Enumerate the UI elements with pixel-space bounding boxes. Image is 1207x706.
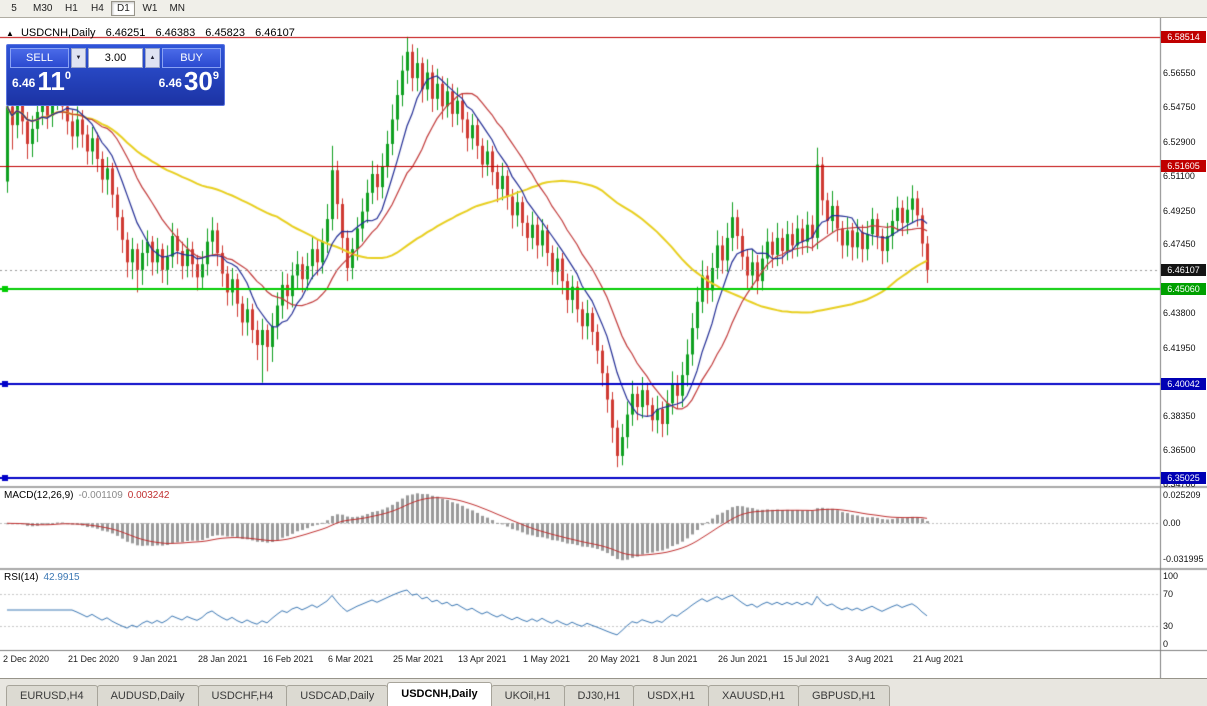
buy-price: 6.46 30 9: [158, 66, 219, 96]
sell-price: 6.46 11 0: [12, 66, 71, 96]
tab-audusd-daily[interactable]: AUDUSD,Daily: [96, 685, 199, 706]
timeframe-w1-button[interactable]: W1: [137, 1, 163, 16]
timeframe-m5-button[interactable]: 5: [2, 1, 26, 16]
timeframe-d1-button[interactable]: D1: [111, 1, 136, 16]
rsi-axis-label: 30: [1163, 621, 1174, 631]
date-axis-label: 8 Jun 2021: [653, 654, 698, 664]
tab-usdcad-daily[interactable]: USDCAD,Daily: [286, 685, 389, 706]
macd-main-value: -0.001109: [78, 490, 123, 501]
price-axis-label: 6.49250: [1163, 205, 1196, 216]
tab-dj30-h1[interactable]: DJ30,H1: [563, 685, 635, 706]
chart-title: ▲ USDCNH,Daily 6.46251 6.46383 6.45823 6…: [6, 27, 302, 39]
price-axis-label: 6.54750: [1163, 102, 1196, 113]
sell-price-point: 0: [64, 70, 71, 82]
date-axis-label: 16 Feb 2021: [263, 654, 314, 664]
sell-price-base: 6.46: [12, 76, 36, 90]
price-axis-label: 6.47450: [1163, 239, 1196, 250]
date-axis-label: 21 Aug 2021: [913, 654, 964, 664]
macd-axis-label: 0.025209: [1163, 490, 1201, 501]
ohlc-low-value: 6.45823: [205, 27, 246, 39]
rsi-name: RSI(14): [4, 572, 39, 583]
date-axis-label: 2 Dec 2020: [3, 654, 50, 664]
volume-decrease-button[interactable]: ▼: [71, 48, 86, 68]
ohlc-open-value: 6.46251: [105, 27, 146, 39]
timeframe-m30-button[interactable]: M30: [28, 1, 58, 16]
buy-price-point: 9: [212, 70, 219, 82]
date-axis-label: 26 Jun 2021: [718, 654, 768, 664]
date-axis-label: 28 Jan 2021: [198, 654, 248, 664]
macd-axis-label: -0.031995: [1163, 554, 1204, 565]
timeframe-toolbar: 5 M30 H1 H4 D1 W1 MN: [0, 0, 1207, 18]
tab-eurusd-h4[interactable]: EURUSD,H4: [6, 685, 98, 706]
tab-usdx-h1[interactable]: USDX,H1: [633, 685, 709, 706]
chart-symbol-label: USDCNH,Daily: [20, 27, 96, 39]
rsi-indicator-label: RSI(14) 42.9915: [4, 572, 85, 583]
timeframe-h4-button[interactable]: H4: [85, 1, 110, 16]
ohlc-high-value: 6.46383: [155, 27, 196, 39]
date-axis-label: 1 May 2021: [523, 654, 571, 664]
date-axis-label: 6 Mar 2021: [328, 654, 374, 664]
date-axis-label: 15 Jul 2021: [783, 654, 830, 664]
tab-ukoil-h1[interactable]: UKOil,H1: [490, 685, 565, 706]
date-axis-label: 21 Dec 2020: [68, 654, 120, 664]
macd-axis-label: 0.00: [1163, 518, 1181, 529]
price-axis-label: 6.41950: [1163, 342, 1196, 353]
price-axis-label: 6.51100: [1163, 170, 1195, 181]
price-axis-label: 6.38350: [1163, 410, 1196, 421]
tab-usdcnh-daily[interactable]: USDCNH,Daily: [387, 682, 492, 706]
chart-tab-bar: EURUSD,H4 AUDUSD,Daily USDCHF,H4 USDCAD,…: [0, 678, 1207, 706]
volume-input[interactable]: [88, 48, 143, 68]
price-line-badge: 6.40042: [1161, 377, 1206, 390]
price-axis-label: 6.34700: [1163, 479, 1196, 490]
rsi-axis-label: 70: [1163, 589, 1174, 599]
date-axis-label: 13 Apr 2021: [458, 654, 507, 664]
price-line-badge: 6.58514: [1161, 30, 1206, 43]
timeframe-h1-button[interactable]: H1: [59, 1, 84, 16]
macd-name: MACD(12,26,9): [4, 490, 74, 501]
price-line-badge: 6.35025: [1161, 472, 1206, 484]
current-price-badge: 6.46107: [1161, 263, 1206, 276]
price-axis-label: 6.56550: [1163, 68, 1196, 79]
one-click-collapse-icon[interactable]: ▲: [6, 29, 14, 38]
date-axis-label: 3 Aug 2021: [848, 654, 894, 664]
date-axis-label: 25 Mar 2021: [393, 654, 444, 664]
price-axis-label: 6.52900: [1163, 137, 1196, 148]
price-line-badge: 6.51605: [1161, 160, 1206, 173]
macd-indicator-label: MACD(12,26,9) -0.001109 0.003242: [4, 490, 174, 501]
macd-signal-value: 0.003242: [127, 490, 170, 501]
price-axis-label: 6.36500: [1163, 445, 1196, 456]
rsi-axis-label: 100: [1163, 571, 1179, 581]
price-line-badge: 6.45060: [1161, 283, 1206, 296]
price-chart-canvas[interactable]: [0, 18, 1207, 678]
tab-xauusd-h1[interactable]: XAUUSD,H1: [707, 685, 799, 706]
ohlc-close-value: 6.46107: [255, 27, 295, 39]
sell-button[interactable]: SELL: [10, 48, 69, 68]
price-axis-label: 6.43800: [1163, 308, 1196, 319]
tab-usdchf-h4[interactable]: USDCHF,H4: [197, 685, 288, 706]
timeframe-mn-button[interactable]: MN: [164, 1, 191, 16]
chart-window: ▲ USDCNH,Daily 6.46251 6.46383 6.45823 6…: [0, 18, 1207, 678]
rsi-value: 42.9915: [43, 572, 80, 583]
rsi-axis-label: 0: [1163, 639, 1169, 649]
tab-gbpusd-h1[interactable]: GBPUSD,H1: [797, 685, 890, 706]
buy-price-pips: 30: [183, 66, 213, 96]
buy-button[interactable]: BUY: [162, 48, 221, 68]
date-axis-label: 20 May 2021: [588, 654, 641, 664]
sell-price-pips: 11: [37, 66, 65, 96]
buy-price-base: 6.46: [158, 76, 182, 90]
date-axis-label: 9 Jan 2021: [133, 654, 178, 664]
volume-increase-button[interactable]: ▲: [145, 48, 160, 68]
